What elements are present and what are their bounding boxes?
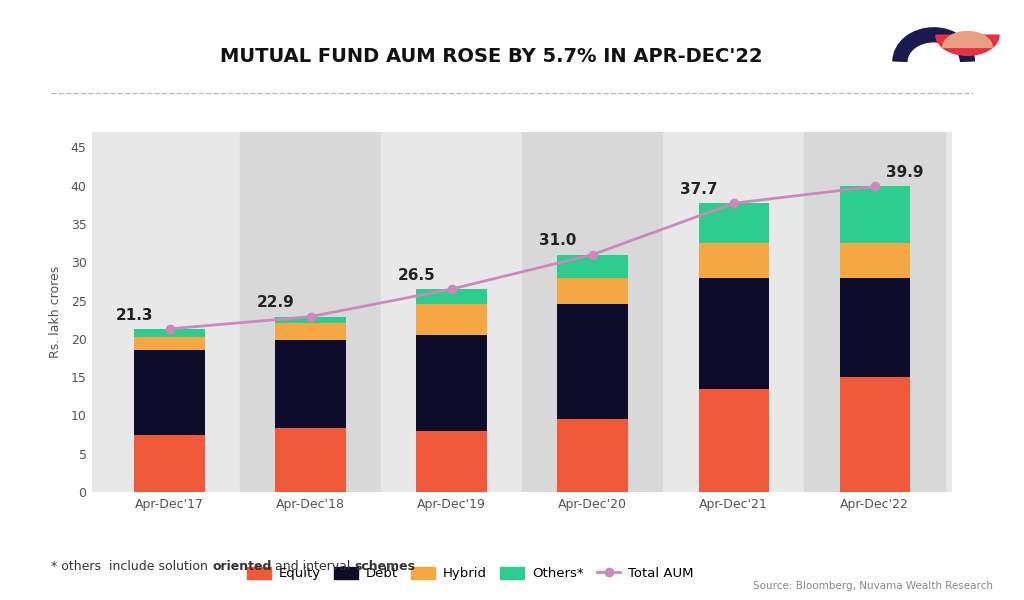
Bar [698, 389, 769, 492]
Bar [134, 329, 205, 337]
Bar [840, 377, 910, 492]
Bar [99, 132, 241, 492]
Bar [698, 203, 769, 243]
Text: 22.9: 22.9 [257, 295, 295, 310]
Bar [275, 428, 346, 492]
Bar [557, 254, 628, 278]
Text: 26.5: 26.5 [398, 268, 436, 283]
Legend: Equity, Debt, Hybrid, Others*, Total AUM: Equity, Debt, Hybrid, Others*, Total AUM [242, 562, 699, 586]
Bar [275, 317, 346, 323]
Bar [840, 243, 910, 278]
Text: 37.7: 37.7 [680, 182, 718, 197]
Bar [840, 278, 910, 377]
Bar [134, 434, 205, 492]
Bar [698, 243, 769, 278]
Text: and interval: and interval [271, 560, 355, 573]
Wedge shape [936, 35, 999, 55]
Text: 31.0: 31.0 [540, 233, 577, 248]
Bar [557, 419, 628, 492]
Text: schemes: schemes [355, 560, 416, 573]
Bar [134, 350, 205, 434]
Bar [134, 337, 205, 350]
Bar [522, 132, 664, 492]
Y-axis label: Rs. lakh crores: Rs. lakh crores [49, 266, 62, 358]
Bar [840, 187, 910, 243]
Wedge shape [943, 32, 992, 47]
Text: Source: Bloomberg, Nuvama Wealth Research: Source: Bloomberg, Nuvama Wealth Researc… [754, 581, 993, 591]
Bar [381, 132, 522, 492]
Text: oriented: oriented [212, 560, 271, 573]
Bar [698, 278, 769, 389]
Bar [241, 132, 381, 492]
Bar [417, 335, 487, 431]
Text: MUTUAL FUND AUM ROSE BY 5.7% IN APR-DEC'22: MUTUAL FUND AUM ROSE BY 5.7% IN APR-DEC'… [220, 47, 763, 67]
Bar [417, 431, 487, 492]
Bar [275, 323, 346, 340]
Bar [804, 132, 945, 492]
Bar [557, 304, 628, 419]
Bar [557, 278, 628, 304]
Text: * others  include solution: * others include solution [51, 560, 212, 573]
Bar [664, 132, 804, 492]
Bar [417, 304, 487, 335]
Text: 21.3: 21.3 [116, 308, 154, 323]
Text: 39.9: 39.9 [886, 165, 924, 180]
Bar [275, 340, 346, 428]
Bar [417, 289, 487, 304]
